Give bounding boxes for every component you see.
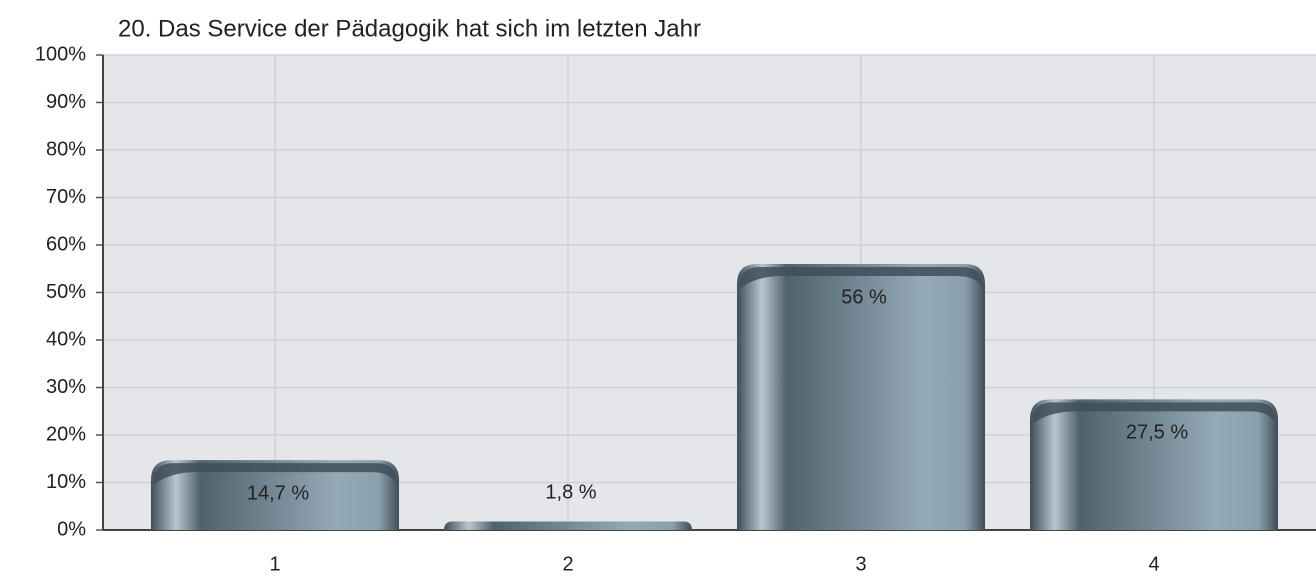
- y-tick-label: 60%: [46, 233, 86, 255]
- x-tick-label: 3: [855, 553, 866, 575]
- data-label: 1,8 %: [545, 482, 596, 504]
- x-tick-label: 4: [1148, 553, 1159, 575]
- y-tick-label: 80%: [46, 138, 86, 160]
- y-tick-label: 40%: [46, 328, 86, 350]
- y-tick-label: 90%: [46, 91, 86, 113]
- bar-cap: [154, 463, 396, 485]
- y-tick-label: 50%: [46, 281, 86, 303]
- chart-title: 20. Das Service der Pädagogik hat sich i…: [118, 15, 701, 42]
- bar: [737, 264, 985, 530]
- y-tick-label: 0%: [57, 518, 86, 540]
- data-label: 14,7 %: [247, 482, 309, 504]
- x-tick-label: 1: [269, 553, 280, 575]
- y-tick-label: 30%: [46, 376, 86, 398]
- bar: [151, 460, 399, 530]
- bar: [1030, 399, 1278, 530]
- y-tick-label: 20%: [46, 423, 86, 445]
- x-tick-label: 2: [562, 553, 573, 575]
- y-tick-label: 100%: [35, 43, 86, 65]
- data-label: 27,5 %: [1126, 422, 1188, 444]
- bar: [444, 521, 692, 530]
- y-tick-label: 10%: [46, 471, 86, 493]
- bar-cap: [1033, 402, 1275, 424]
- data-label: 56 %: [841, 286, 887, 308]
- y-tick-label: 70%: [46, 186, 86, 208]
- bar-cap: [740, 267, 982, 288]
